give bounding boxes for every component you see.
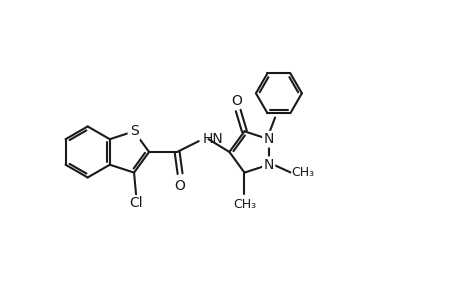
Text: O: O — [174, 178, 185, 193]
Text: N: N — [263, 132, 273, 146]
Text: CH₃: CH₃ — [291, 166, 314, 179]
Text: S: S — [129, 124, 138, 138]
Text: N: N — [263, 158, 273, 172]
Text: CH₃: CH₃ — [232, 198, 256, 211]
Text: Cl: Cl — [129, 196, 142, 210]
Text: O: O — [230, 94, 241, 108]
Text: HN: HN — [202, 132, 223, 146]
